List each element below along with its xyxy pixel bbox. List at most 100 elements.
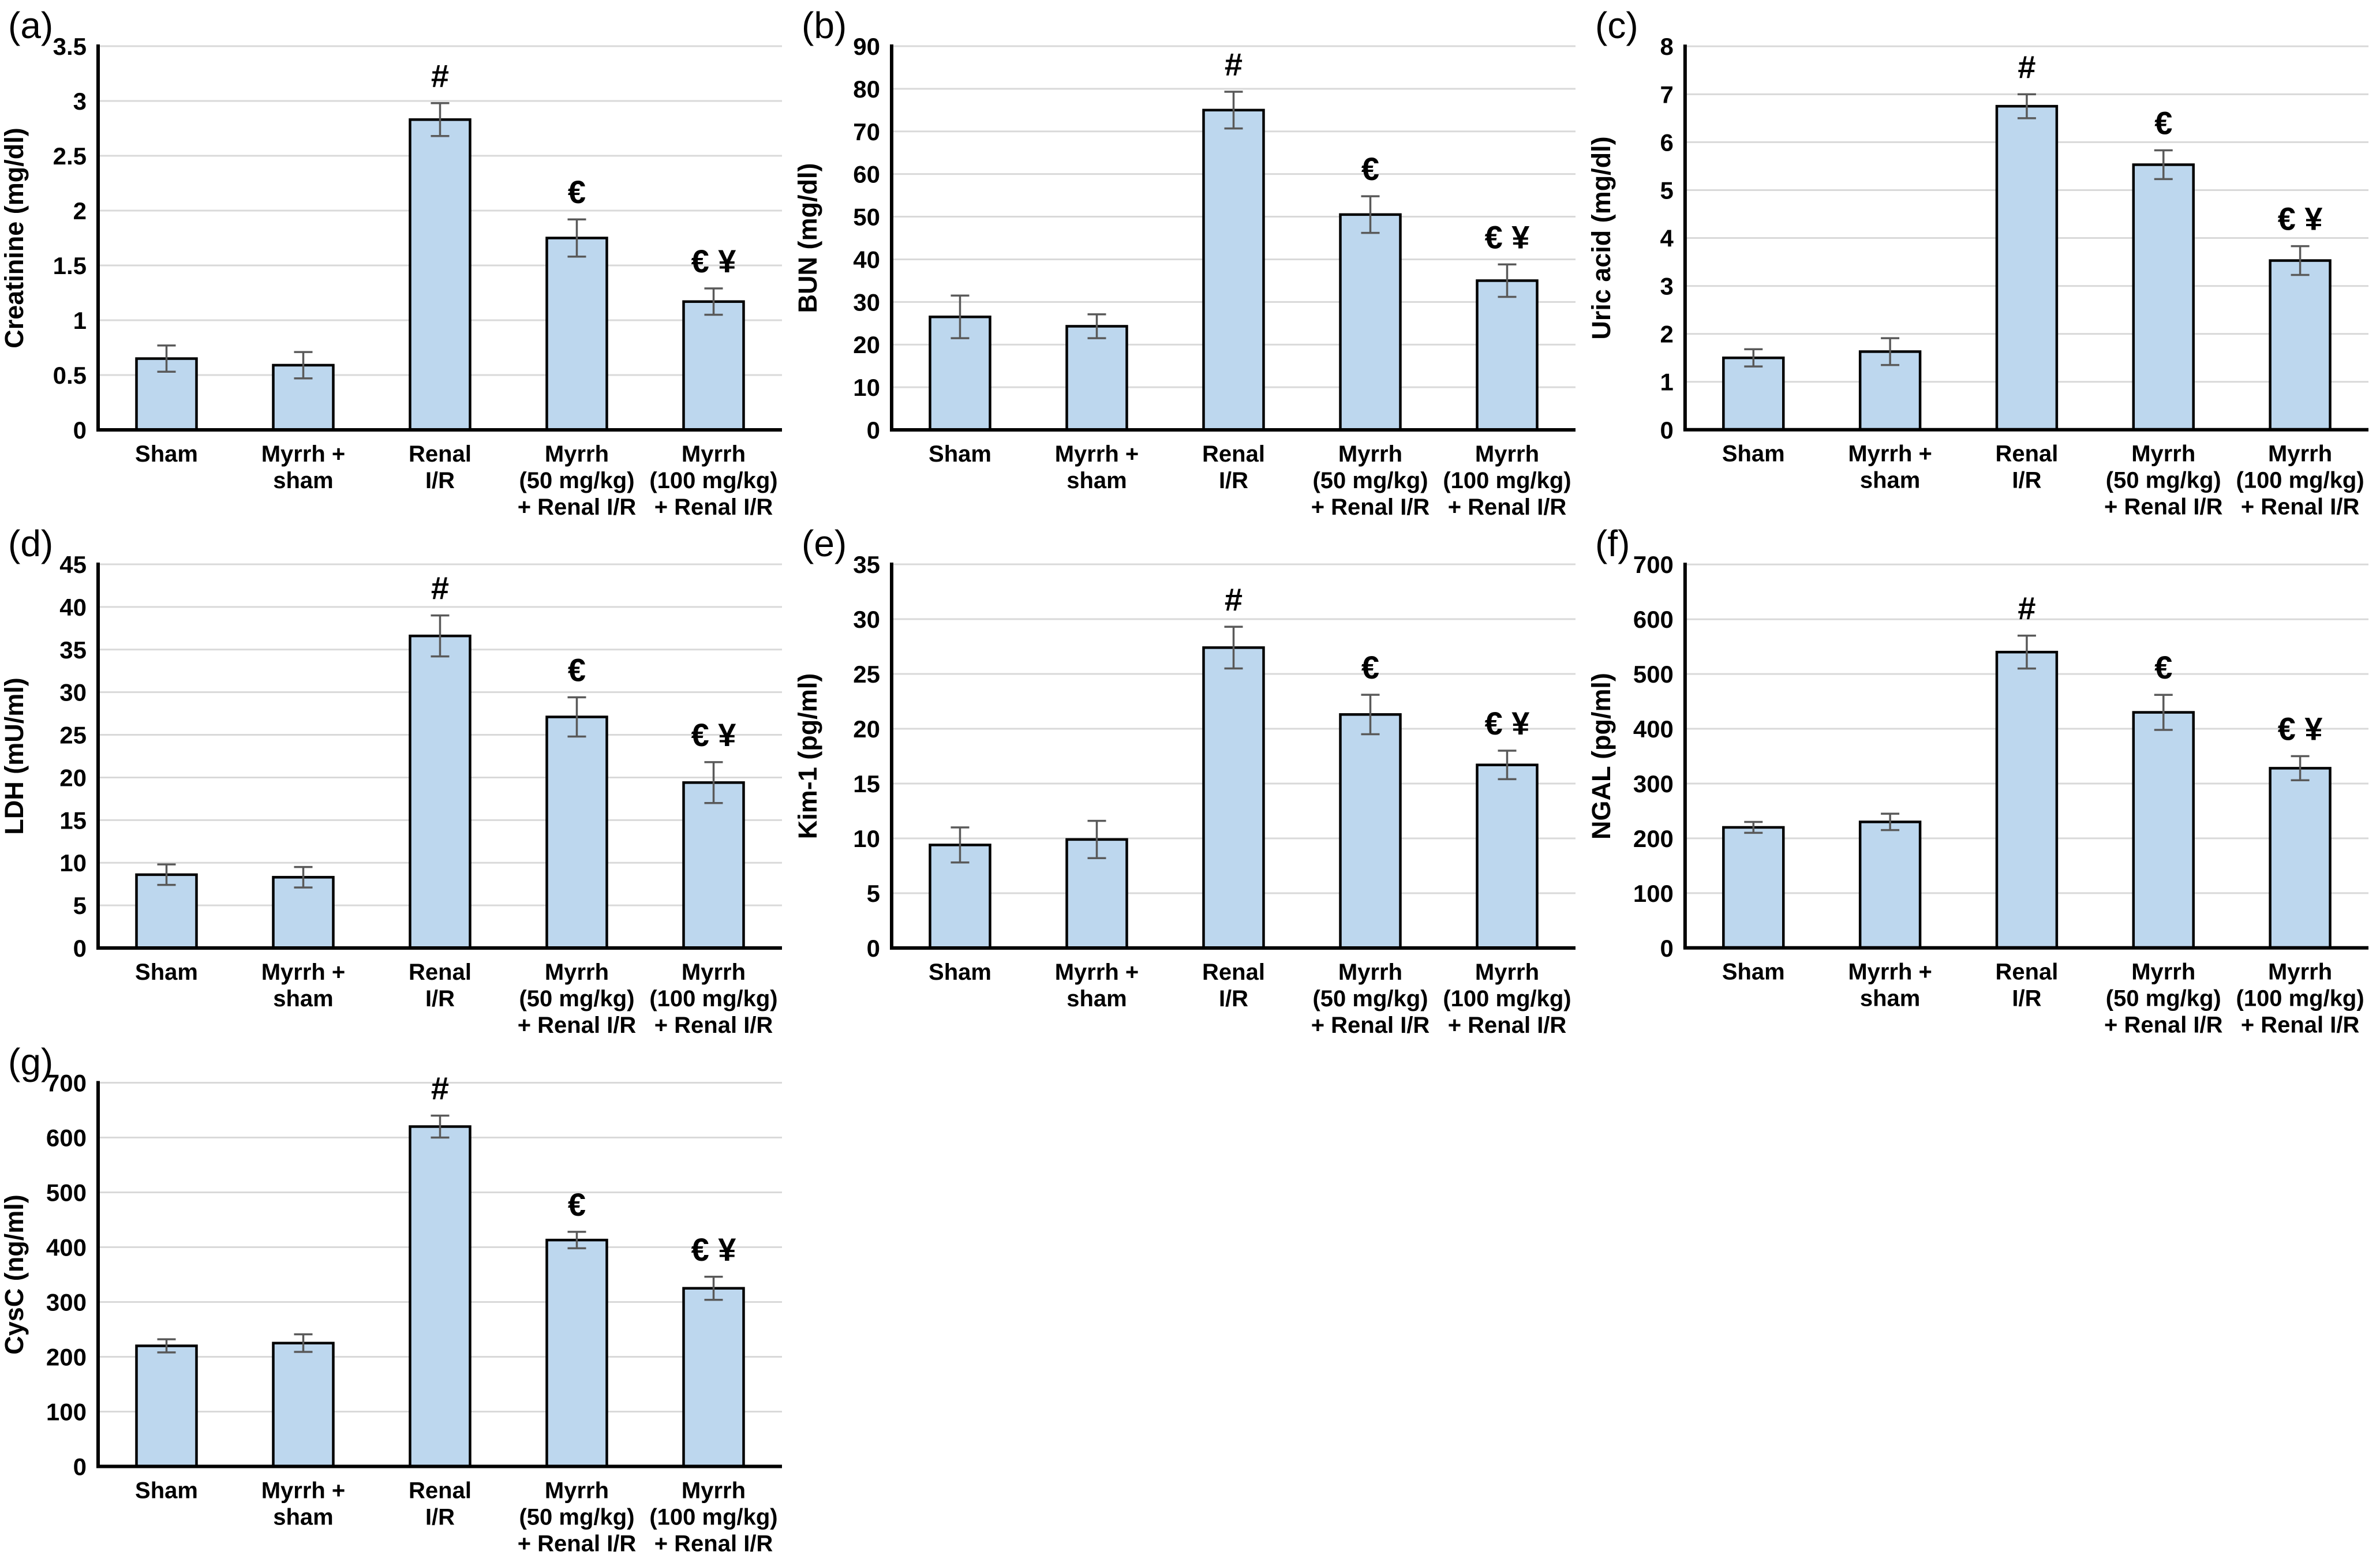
significance-annotation: € [2154, 105, 2172, 141]
y-tick-label: 30 [853, 288, 880, 316]
x-category-label: Myrrh + [261, 1478, 346, 1504]
bar-myrrh [2132, 711, 2195, 950]
x-category-label: (50 mg/kg) [2106, 986, 2221, 1011]
bar-myrrh [545, 1238, 608, 1468]
x-category-label: + Renal I/R [1311, 494, 1430, 518]
chart-d-ldh: 0 5 10 15 20 25 30 35 40 45 LDH (mU/ml) Sham Myrrh +… [0, 551, 782, 1036]
x-category-label: Myrrh [1475, 441, 1539, 467]
x-category-label: sham [1066, 986, 1127, 1011]
significance-annotation: € ¥ [691, 717, 736, 753]
y-tick-label: 1 [1660, 369, 1674, 396]
y-tick-label: 8 [1660, 33, 1674, 60]
x-category-label: sham [1066, 468, 1127, 493]
x-category-label: + Renal I/R [1448, 494, 1567, 518]
y-tick-label: 45 [59, 551, 87, 578]
significance-annotation: € ¥ [1485, 219, 1530, 255]
chart-g-cysc: 0 100 200 300 400 500 600 700 CysC (ng/ml) Sham My… [0, 1070, 782, 1555]
x-category-label: (100 mg/kg) [1443, 468, 1571, 493]
y-tick-label: 5 [867, 880, 880, 907]
y-tick-label: 20 [853, 331, 880, 358]
panel-a-label: (a) [8, 5, 54, 46]
y-tick-label: 400 [46, 1234, 87, 1261]
y-tick-label: 15 [853, 770, 880, 797]
y-tick-label: 60 [853, 161, 880, 188]
x-category-label: Myrrh [545, 441, 609, 467]
panel-g-label: (g) [8, 1041, 54, 1082]
panel-d-label: (d) [8, 523, 54, 564]
y-tick-label: 35 [59, 636, 87, 664]
x-category-label: Myrrh [2131, 960, 2195, 985]
y-tick-label: 2 [73, 197, 87, 224]
y-tick-label: 80 [853, 76, 880, 103]
x-category-label: + Renal I/R [2104, 494, 2223, 518]
y-tick-label: 100 [46, 1399, 87, 1426]
bar-myrrh [2269, 259, 2332, 432]
y-tick-label: 35 [853, 551, 880, 578]
x-category-label: Myrrh + [1848, 960, 1932, 985]
chart-c-uric-acid: 0 1 2 3 4 5 6 7 8 Uric acid (mg/dl) Sham Myrrh +sha… [1587, 33, 2369, 518]
x-category-label: I/R [425, 468, 455, 493]
x-category-label: Renal [409, 960, 471, 985]
significance-annotation: € [1361, 649, 1379, 685]
significance-annotation: # [1225, 46, 1243, 83]
x-category-label: Sham [929, 441, 991, 467]
x-category-label: + Renal I/R [654, 1013, 773, 1036]
x-category-label: + Renal I/R [518, 1013, 637, 1036]
x-category-label: Myrrh [1338, 960, 1402, 985]
x-category-label: Myrrh [682, 960, 746, 985]
y-tick-label: 90 [853, 33, 880, 60]
chart-f-ngal: 0 100 200 300 400 500 600 700 NGAL (pg/ml) Sham My… [1587, 551, 2369, 1036]
significance-annotation: € ¥ [691, 1231, 736, 1268]
x-category-label: Renal [1202, 441, 1265, 467]
y-tick-label: 20 [59, 764, 87, 791]
y-tick-label: 5 [73, 892, 87, 919]
x-category-label: + Renal I/R [654, 1531, 773, 1555]
y-tick-label: 30 [59, 679, 87, 706]
x-category-label: sham [1860, 468, 1920, 493]
x-category-label: I/R [425, 986, 455, 1011]
x-category-label: Sham [135, 441, 198, 467]
y-axis-title: BUN (mg/dl) [794, 163, 822, 313]
x-category-label: Myrrh [545, 1478, 609, 1504]
bar-sham [135, 1344, 198, 1468]
bar-myrrh- [272, 1342, 335, 1468]
x-category-label: Renal [409, 1478, 471, 1504]
x-category-label: (100 mg/kg) [649, 986, 777, 1011]
empty-cell [1587, 1036, 2380, 1555]
y-tick-label: 1.5 [53, 252, 87, 279]
x-category-label: Myrrh + [1055, 960, 1139, 985]
y-tick-label: 7 [1660, 81, 1674, 108]
x-category-label: I/R [2012, 986, 2041, 1011]
panel-f-label: (f) [1595, 523, 1630, 564]
x-category-label: Renal [1202, 960, 1265, 985]
y-axis-title: Uric acid (mg/dl) [1587, 136, 1616, 339]
significance-annotation: € ¥ [2278, 201, 2323, 237]
x-category-label: + Renal I/R [2104, 1013, 2223, 1036]
y-tick-label: 0 [867, 935, 880, 962]
y-tick-label: 1 [73, 307, 87, 334]
y-tick-label: 200 [46, 1344, 87, 1371]
x-category-label: I/R [1219, 468, 1248, 493]
significance-annotation: # [1225, 581, 1243, 617]
panel-c-label: (c) [1595, 5, 1638, 46]
y-tick-label: 400 [1633, 715, 1674, 743]
y-tick-label: 25 [853, 661, 880, 688]
x-category-label: Myrrh + [1848, 441, 1932, 467]
x-category-label: Myrrh [682, 441, 746, 467]
bar-myrrh- [1858, 820, 1922, 950]
x-category-label: (50 mg/kg) [519, 1505, 634, 1530]
bar-myrrh [545, 237, 608, 432]
chart-a-creatinine: 0 0.5 1 1.5 2 2.5 3 3.5 Creatinine (mg/dl) Sham My… [0, 33, 782, 518]
x-category-label: sham [273, 986, 334, 1011]
x-category-label: Myrrh + [261, 441, 346, 467]
x-category-label: + Renal I/R [2241, 494, 2360, 518]
panel-e: (e) 0 5 10 15 20 25 30 35 Kim-1 (pg/ml) Sham Myrrh… [794, 518, 1587, 1036]
significance-annotation: # [431, 570, 449, 606]
x-category-label: (100 mg/kg) [2236, 986, 2364, 1011]
x-category-label: + Renal I/R [2241, 1013, 2360, 1036]
x-category-label: Renal [1996, 441, 2059, 467]
significance-annotation: # [431, 58, 449, 94]
x-category-label: + Renal I/R [1448, 1013, 1567, 1036]
x-category-label: (50 mg/kg) [2106, 468, 2221, 493]
